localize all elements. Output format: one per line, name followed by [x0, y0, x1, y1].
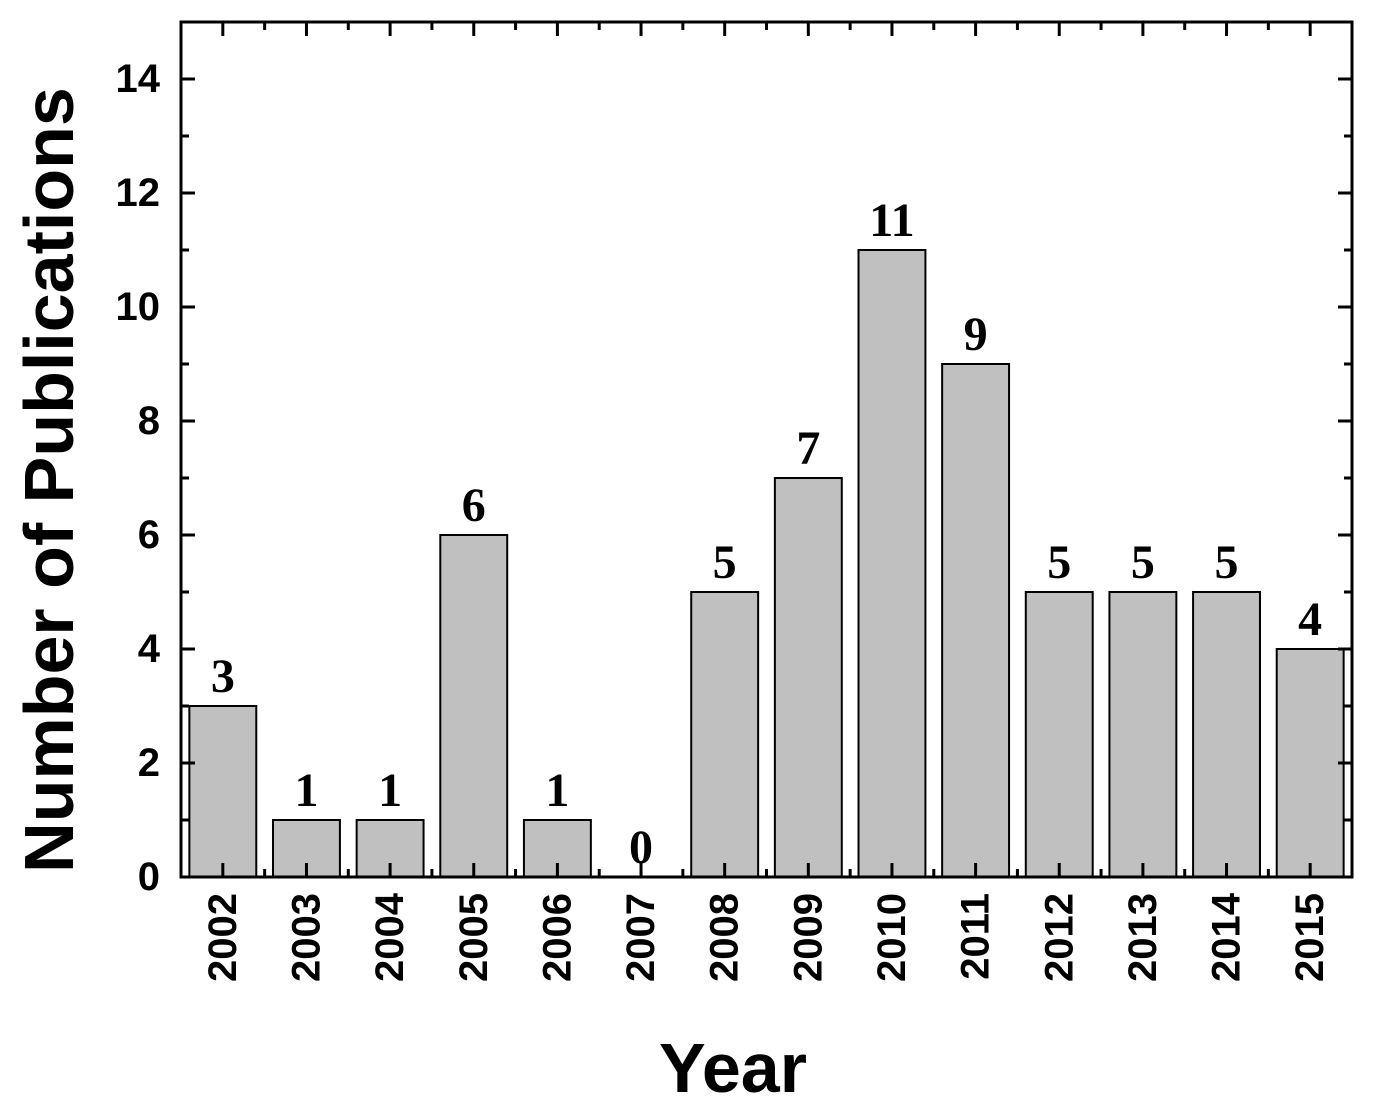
x-tick-label-2015: 2015	[1288, 893, 1332, 982]
bar-2014	[1192, 591, 1261, 878]
data-label-2007: 0	[629, 821, 653, 874]
x-tick-labels: 2002 2003 2004 2005 2006 2007 2008 2009 2010 2011…	[201, 892, 1332, 982]
x-tick-label-2005: 2005	[452, 893, 496, 982]
data-label-2003: 1	[294, 764, 318, 817]
data-label-2013: 5	[1131, 536, 1155, 589]
data-label-2011: 9	[964, 308, 988, 361]
x-tick-label-2006: 2006	[535, 893, 579, 982]
x-tick-label-2007: 2007	[619, 893, 663, 982]
x-tick-label-2012: 2012	[1037, 893, 1081, 982]
y-tick-label-6: 6	[138, 513, 160, 557]
y-tick-label-14: 14	[116, 57, 161, 101]
x-tick-label-2013: 2013	[1121, 893, 1165, 982]
data-label-2006: 1	[545, 764, 569, 817]
bar-2005	[439, 534, 509, 878]
y-axis-title: Number of Publications	[10, 87, 88, 873]
y-tick-label-12: 12	[116, 171, 161, 215]
bar-2015	[1275, 648, 1345, 878]
data-label-2005: 6	[462, 479, 486, 532]
y-tick-label-2: 2	[138, 741, 160, 785]
bar-2013	[1108, 591, 1178, 878]
data-label-2004: 1	[378, 764, 402, 817]
bar-2012	[1024, 591, 1094, 878]
bars-layer	[188, 249, 1345, 878]
x-axis-title: Year	[659, 1029, 807, 1107]
y-tick-label-10: 10	[116, 285, 161, 329]
data-label-2008: 5	[713, 536, 737, 589]
y-tick-label-4: 4	[138, 627, 161, 671]
x-tick-label-2003: 2003	[284, 893, 328, 982]
bar-2009	[773, 477, 843, 878]
x-tick-label-2008: 2008	[703, 893, 747, 982]
y-tick-label-8: 8	[138, 399, 160, 443]
x-tick-label-2010: 2010	[870, 893, 914, 982]
data-label-2014: 5	[1215, 536, 1239, 589]
data-label-2015: 4	[1298, 593, 1322, 646]
y-tick-label-0: 0	[138, 855, 160, 899]
y-tick-labels: 0 2 4 6 8 10 12 14	[116, 57, 161, 899]
data-label-2010: 11	[869, 194, 914, 247]
bar-2011	[941, 363, 1011, 878]
data-label-2009: 7	[796, 422, 820, 475]
plot-frame	[179, 20, 1354, 879]
data-label-2002: 3	[211, 650, 235, 703]
bar-2010	[857, 249, 927, 878]
x-tick-label-2011: 2011	[954, 893, 998, 980]
x-tick-label-2002: 2002	[201, 893, 245, 982]
bar-2008	[690, 591, 760, 878]
bar-2002	[188, 705, 258, 878]
x-tick-label-2004: 2004	[368, 892, 412, 982]
x-tick-label-2014: 2014	[1205, 892, 1249, 982]
x-tick-label-2009: 2009	[786, 893, 830, 982]
data-label-2012: 5	[1047, 536, 1071, 589]
